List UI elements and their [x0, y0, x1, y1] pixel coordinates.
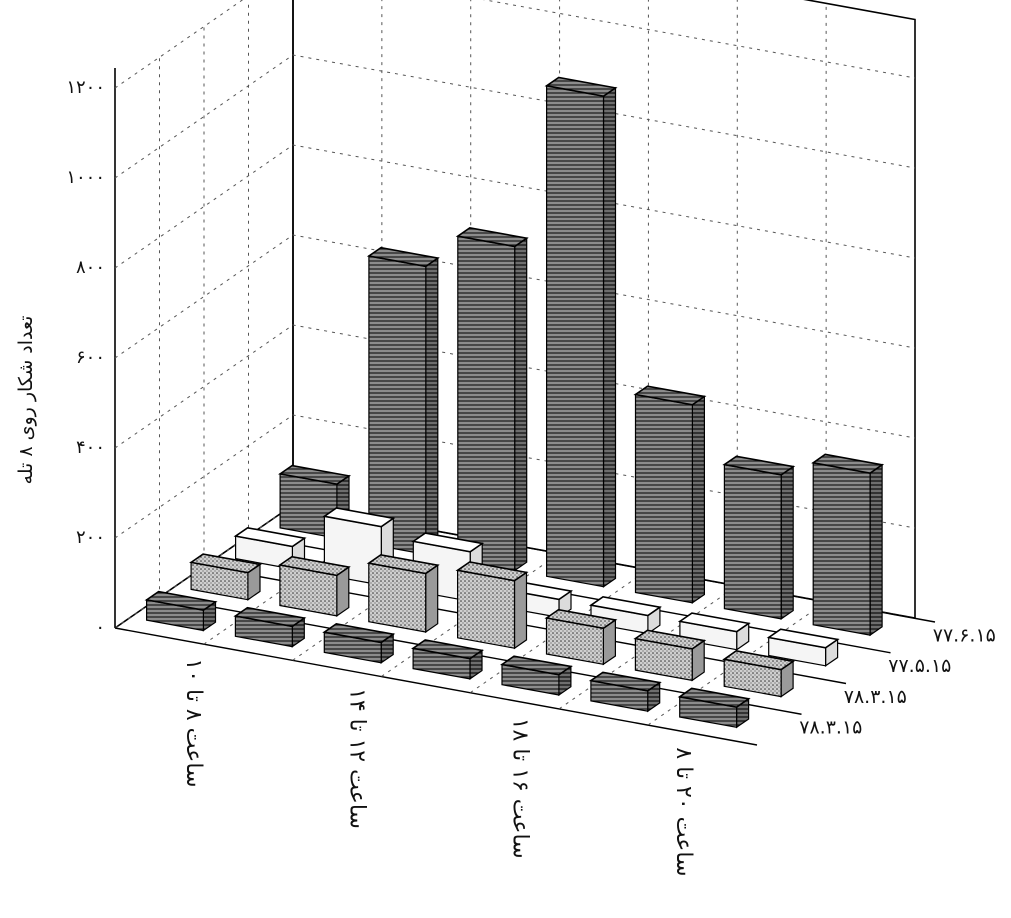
bar-1-3 [455, 561, 529, 650]
bar-top [189, 553, 263, 574]
bar-top [544, 608, 618, 630]
bar-2-6 [766, 628, 840, 667]
bar-top [411, 532, 485, 553]
bar-top [633, 385, 707, 406]
bar-top [588, 596, 662, 617]
chart-labels: ۰ ۲۰۰ ۴۰۰ ۶۰۰ ۸۰۰ ۱۰۰۰ ۱۲۰۰ تعداد شکار روی ۸ تل… [15, 77, 996, 877]
bar-0-0 [144, 590, 218, 632]
bar-side [780, 465, 794, 621]
bar-top [144, 590, 218, 612]
bar-front [368, 562, 427, 633]
y-tick-label: ۸۰۰ [76, 257, 105, 278]
bar-top [633, 629, 707, 650]
gridline-1 [114, 414, 916, 539]
bar-top [411, 639, 485, 660]
bar-top [455, 227, 529, 248]
y-tick-label: ۱۰۰۰ [66, 167, 105, 188]
bar-top [811, 453, 885, 474]
category-label: ساعت ۸ تا ۱۰ [181, 658, 206, 787]
bar-side [869, 463, 883, 637]
bar-top [277, 555, 351, 577]
bar-0-1 [233, 606, 307, 648]
bar-3-3 [544, 76, 618, 588]
bar-top [455, 561, 529, 582]
bar-top [677, 612, 751, 633]
bar-1-4 [544, 608, 618, 666]
bar-top [366, 554, 440, 575]
bar-top [766, 628, 840, 649]
chart-bars [144, 76, 885, 729]
bar-3-2 [455, 227, 529, 572]
bar-side [691, 395, 706, 604]
bar-side [425, 564, 439, 634]
bar-front [634, 393, 694, 604]
bar-1-2 [366, 554, 440, 634]
series-label: ۷۷.۵.۱۵ [888, 655, 951, 677]
bar-3-5 [722, 455, 796, 621]
bar-side [513, 571, 528, 650]
gridline-2 [114, 324, 916, 449]
y-tick-label: ۱۲۰۰ [66, 77, 105, 98]
bar-top [366, 246, 440, 268]
floor-row-line [114, 627, 758, 746]
bar-2-2 [411, 532, 485, 603]
bar-1-6 [722, 650, 796, 698]
bar-front [812, 462, 871, 636]
series-label: ۷۸.۳.۱۵ [799, 717, 862, 739]
bar-side [602, 86, 617, 588]
series-label: ۷۸.۳.۱۵ [844, 686, 907, 708]
bar-2-4 [588, 596, 662, 635]
y-tick-label: ۲۰۰ [76, 527, 105, 548]
bar-1-1 [277, 555, 351, 618]
bar-side [425, 256, 439, 556]
category-label: ساعت ۲۰ تا ۸ [671, 747, 696, 876]
bar-front [368, 255, 427, 556]
bar-2-5 [677, 612, 751, 651]
y-tick-label: ۴۰۰ [76, 437, 105, 458]
bar-3-4 [633, 385, 707, 604]
bar-0-5 [588, 671, 662, 713]
bar-front [457, 569, 516, 649]
bar-front [723, 463, 782, 620]
bar-top [499, 655, 573, 676]
bar-front [457, 235, 516, 572]
bar-0-3 [411, 639, 485, 681]
bar-3-6 [811, 453, 885, 637]
bar-top [588, 671, 662, 692]
bar-top [722, 650, 796, 671]
gridline-5 [114, 54, 916, 179]
gridline-6 [114, 0, 916, 89]
bar-top [322, 507, 396, 528]
bar-top [278, 464, 352, 486]
bar-top [677, 687, 751, 708]
bar-0-2 [322, 623, 396, 664]
bar-0-4 [499, 655, 573, 697]
category-label: ساعت ۱۶ تا ۱۸ [508, 718, 533, 859]
bar-top [322, 623, 396, 644]
y-tick-label: ۶۰۰ [76, 347, 105, 368]
bar-side [514, 237, 528, 572]
bar-top [544, 76, 618, 98]
bar-front [545, 85, 605, 588]
bar-top [722, 455, 796, 476]
bar-3-0 [278, 464, 352, 540]
category-label: ساعت ۱۲ تا ۱۴ [344, 688, 369, 829]
bar-1-0 [189, 553, 263, 601]
gridline-3 [114, 234, 916, 359]
bar-top [233, 526, 307, 548]
series-label: ۷۷.۶.۱۵ [933, 624, 996, 646]
bar-0-6 [677, 687, 751, 729]
bar-3-1 [366, 246, 440, 556]
y-tick-label: ۰ [95, 617, 105, 638]
bar-1-5 [633, 629, 707, 682]
bar-top [233, 606, 307, 628]
gridline-4 [114, 144, 916, 269]
y-axis-title: تعداد شکار روی ۸ تله [15, 316, 37, 485]
